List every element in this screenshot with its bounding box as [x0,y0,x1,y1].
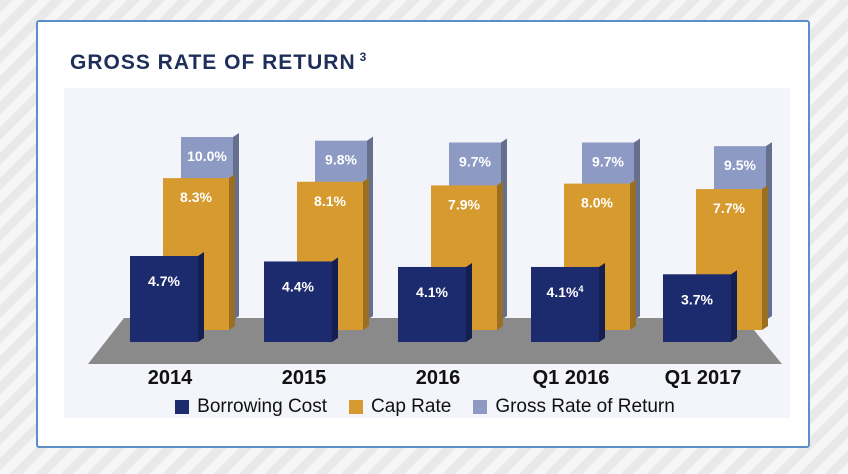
data-label-cap-rate-4: 7.7% [713,200,745,216]
data-label-gross-rate-2: 9.7% [459,153,491,169]
chart-card: GROSS RATE OF RETURN 3 10.0% 9.8% 9.7% 9.7% 9… [36,20,810,448]
data-label-cap-rate-0: 8.3% [180,189,212,205]
data-label-cap-rate-1: 8.1% [314,193,346,209]
bar-side-cap-rate-0 [229,174,235,330]
legend-item-cap-rate: Cap Rate [349,396,451,418]
bar-side-cap-rate-3 [630,179,636,330]
legend-swatch-gross-rate [473,400,488,414]
bar-side-borrowing-cost-1 [332,257,338,342]
data-label-borrowing-cost-0: 4.7% [148,273,180,289]
data-label-borrowing-cost-1: 4.4% [282,278,314,294]
legend-item-gross-rate: Gross Rate of Return [473,396,675,418]
chart-title: GROSS RATE OF RETURN 3 [70,50,367,75]
bar-side-cap-rate-4 [762,185,768,330]
data-label-cap-rate-2: 7.9% [448,196,480,212]
bar-borrowing-cost-4 [663,274,731,342]
category-label-3: Q1 2016 [533,367,610,389]
bar-side-borrowing-cost-0 [198,251,204,342]
data-label-borrowing-cost-3: 4.1%4 [547,284,584,300]
data-label-cap-rate-3: 8.0% [581,195,613,211]
data-label-footnote: 4 [578,284,583,294]
legend-label-cap-rate: Cap Rate [371,396,452,417]
title-footnote: 3 [359,50,368,64]
chart-legend: Borrowing Cost Cap Rate Gross Rate of Re… [38,396,812,418]
data-label-borrowing-cost-4: 3.7% [681,291,713,307]
data-label-borrowing-cost-2: 4.1% [416,284,448,300]
bar-chart: 10.0% 9.8% 9.7% 9.7% 9.5% 8.3% 8.1% 7.9% 8.0% 7.7… [88,133,782,389]
legend-label-borrowing-cost: Borrowing Cost [197,396,328,417]
legend-swatch-cap-rate [349,400,364,414]
category-label-2: 2016 [416,367,461,389]
bar-side-cap-rate-1 [363,177,369,330]
legend-label-gross-rate: Gross Rate of Return [495,396,675,417]
category-label-4: Q1 2017 [665,367,742,389]
category-label-1: 2015 [282,367,327,389]
category-label-0: 2014 [148,367,193,389]
data-label-gross-rate-1: 9.8% [325,152,357,168]
chart-title-text: GROSS RATE OF RETURN [70,51,356,74]
data-label-gross-rate-3: 9.7% [592,153,624,169]
bar-borrowing-cost-2 [398,266,466,342]
bar-borrowing-cost-0 [130,255,198,342]
legend-swatch-borrowing-cost [175,400,190,414]
bar-borrowing-cost-3 [531,266,599,342]
bar-side-borrowing-cost-4 [731,270,737,342]
legend-item-borrowing-cost: Borrowing Cost [175,396,327,418]
bar-borrowing-cost-1 [264,261,332,342]
bar-side-cap-rate-2 [497,181,503,330]
bar-side-borrowing-cost-3 [599,262,605,342]
data-label-gross-rate-0: 10.0% [187,148,227,164]
bar-side-borrowing-cost-2 [466,262,472,342]
data-label-gross-rate-4: 9.5% [724,157,756,173]
